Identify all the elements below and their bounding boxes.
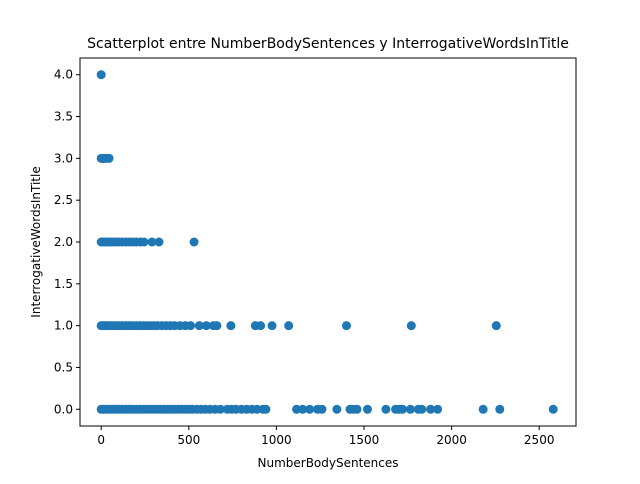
y-tick-label: 0.0 [54,402,73,416]
chart-title: Scatterplot entre NumberBodySentences y … [87,36,569,52]
data-point [194,321,204,331]
data-point [495,404,505,414]
data-point [147,237,157,247]
data-point [154,237,164,247]
data-point [317,404,327,414]
y-tick-label: 1.0 [54,319,73,333]
x-tick-label: 500 [177,433,200,447]
x-tick-label: 2500 [524,433,555,447]
data-point [215,404,225,414]
y-tick-label: 3.0 [54,151,73,165]
x-tick-label: 2000 [436,433,467,447]
data-point [332,404,342,414]
data-point [212,321,222,331]
data-point [267,321,277,331]
data-point [186,321,196,331]
data-point [96,70,106,80]
data-point [189,237,199,247]
data-point [381,404,391,414]
y-tick-label: 4.0 [54,68,73,82]
data-point [352,404,362,414]
data-point [284,321,294,331]
data-point [478,404,488,414]
data-point [491,321,501,331]
y-tick-label: 3.5 [54,110,73,124]
data-point [139,237,149,247]
x-tick-label: 0 [97,433,105,447]
data-point [433,404,443,414]
y-tick-label: 1.5 [54,277,73,291]
y-tick-label: 2.5 [54,193,73,207]
data-point [261,404,271,414]
x-axis-label: NumberBodySentences [257,456,398,470]
data-point [298,404,308,414]
data-point [548,404,558,414]
data-point [341,321,351,331]
points-layer [96,70,558,414]
ticks-layer: 0 500 1000 1500 2000 2500 0.0 0.5 1.0 1.5 2.0 2.5 3.… [54,68,555,447]
data-point [426,404,436,414]
y-tick-label: 0.5 [54,360,73,374]
data-point [256,321,266,331]
data-point [363,404,373,414]
data-point [405,404,415,414]
data-point [201,321,211,331]
data-point [398,404,408,414]
data-point [406,321,416,331]
data-point [104,153,114,163]
x-tick-label: 1500 [349,433,380,447]
x-tick-label: 1000 [261,433,292,447]
y-axis-label: InterrogativeWordsInTitle [29,166,43,317]
data-point [305,404,315,414]
data-point [226,321,236,331]
y-tick-label: 2.0 [54,235,73,249]
data-point [417,404,427,414]
